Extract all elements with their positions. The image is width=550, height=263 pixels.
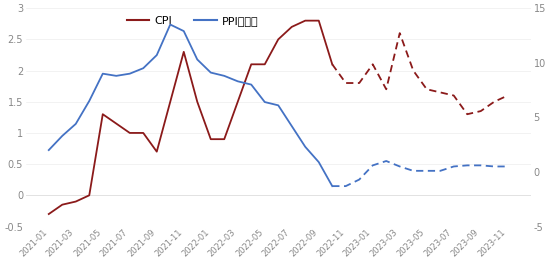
Legend: CPI, PPI（右）: CPI, PPI（右） (122, 12, 263, 31)
